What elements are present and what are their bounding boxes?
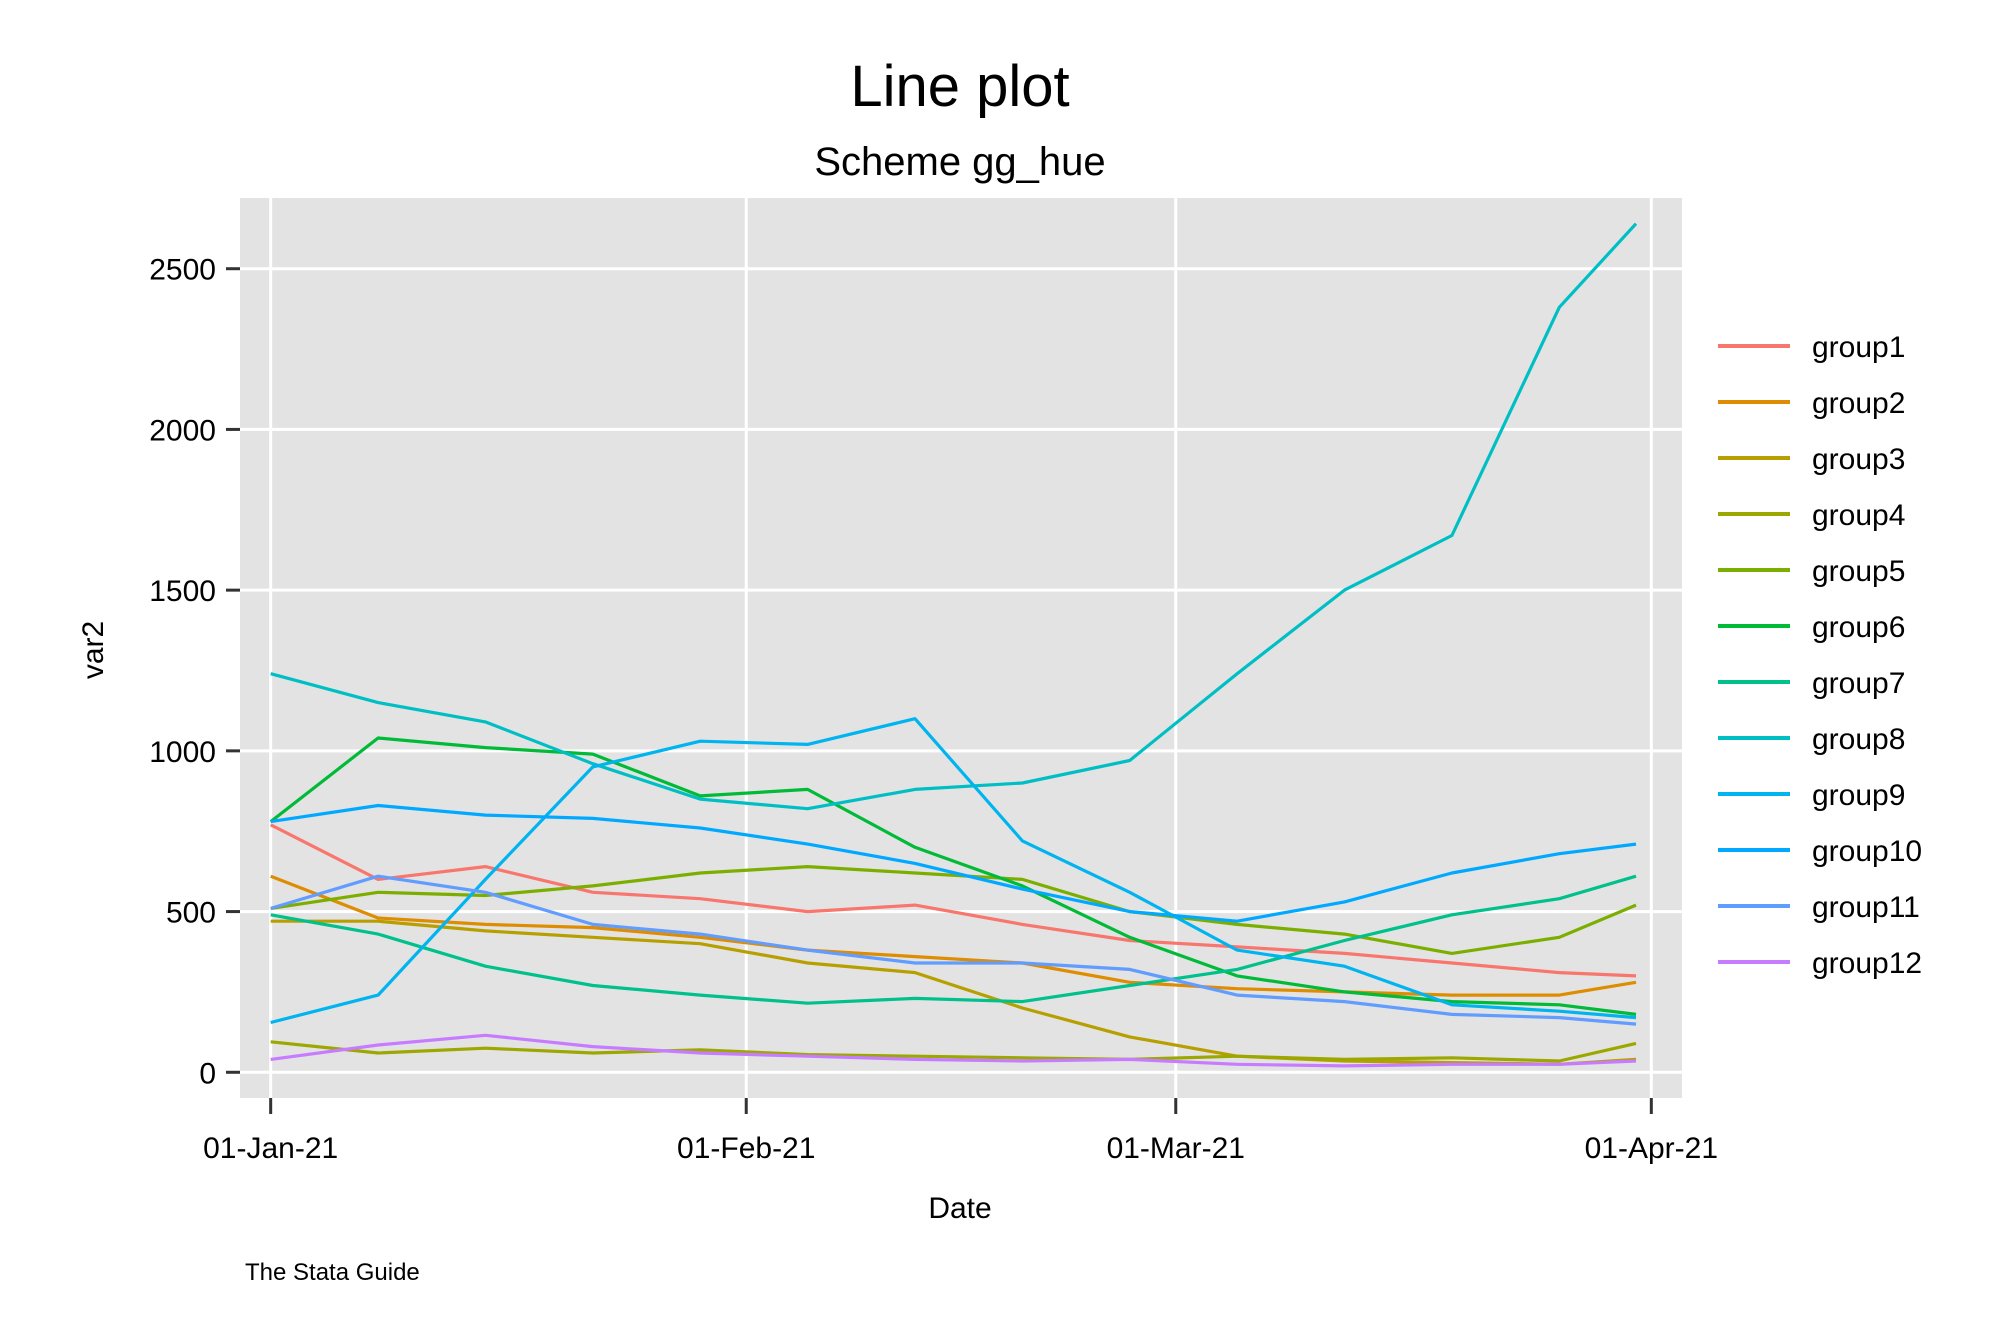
series-line-group3 xyxy=(270,919,1637,1066)
y-tick-label: 0 xyxy=(199,1057,216,1090)
series-line-group1 xyxy=(269,823,1637,978)
y-axis-title: var2 xyxy=(77,621,110,679)
chart-title: Line plot xyxy=(850,54,1069,119)
series-line-group10 xyxy=(270,803,1637,923)
series-line-group4 xyxy=(270,1040,1637,1063)
chart-subtitle: Scheme gg_hue xyxy=(814,140,1105,184)
x-tick-label: 01-Jan-21 xyxy=(203,1132,338,1165)
series-line-group11 xyxy=(270,874,1637,1026)
series-layer xyxy=(269,222,1638,1068)
chart-note: The Stata Guide xyxy=(245,1259,420,1286)
series-line-group9 xyxy=(270,717,1637,1025)
legend-label-group6: group6 xyxy=(1812,611,1905,644)
grid-layer xyxy=(240,198,1682,1098)
legend-label-group11: group11 xyxy=(1812,891,1920,924)
x-axis-title: Date xyxy=(928,1192,991,1225)
y-tick-label: 1000 xyxy=(149,736,216,769)
series-line-group12 xyxy=(270,1033,1637,1068)
x-tick-label: 01-Mar-21 xyxy=(1107,1132,1245,1165)
x-tick-label: 01-Apr-21 xyxy=(1585,1132,1718,1165)
legend-label-group5: group5 xyxy=(1812,555,1905,588)
y-tick-label: 2500 xyxy=(149,254,216,287)
series-line-group7 xyxy=(270,874,1637,1005)
y-tick-label: 500 xyxy=(166,897,216,930)
legend-label-group10: group10 xyxy=(1812,835,1922,868)
legend-label-group7: group7 xyxy=(1812,667,1905,700)
y-tick-label: 2000 xyxy=(149,414,216,447)
series-line-group2 xyxy=(270,874,1637,997)
legend-label-group3: group3 xyxy=(1812,443,1905,476)
legend-label-group12: group12 xyxy=(1812,947,1922,980)
legend-label-group2: group2 xyxy=(1812,387,1905,420)
legend-label-group1: group1 xyxy=(1812,331,1905,364)
series-line-group8 xyxy=(270,222,1638,811)
axis-layer: 0 500 1000 1500 2000 2500 01-Jan-21 01-Feb-21 01… xyxy=(149,254,1718,1165)
plot-panel xyxy=(240,198,1682,1098)
legend-label-group9: group9 xyxy=(1812,779,1905,812)
legend-label-group4: group4 xyxy=(1812,499,1905,532)
legend: group1 group2 group3 group4 group5 group6 grou… xyxy=(1718,331,1922,980)
legend-label-group8: group8 xyxy=(1812,723,1905,756)
y-tick-label: 1500 xyxy=(149,575,216,608)
x-tick-label: 01-Feb-21 xyxy=(677,1132,815,1165)
